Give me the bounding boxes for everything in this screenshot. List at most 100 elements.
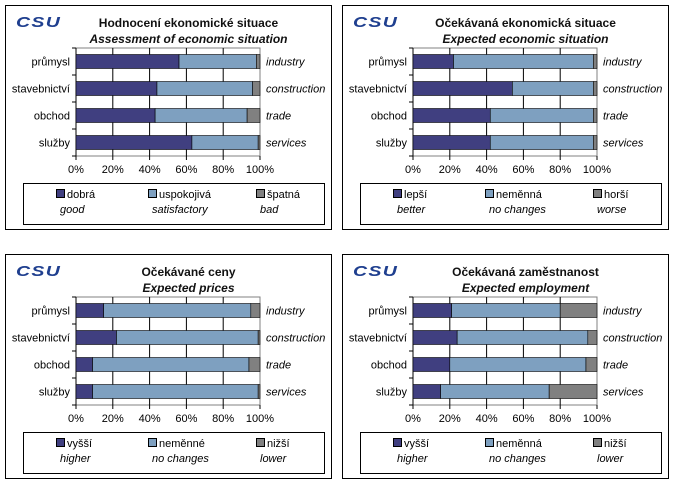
legend-swatch [56, 189, 65, 198]
bar-good [75, 135, 193, 150]
category-label-en: trade [266, 111, 291, 123]
bar-better [412, 108, 491, 123]
x-tick-label: 100% [583, 413, 611, 425]
legend-swatch [593, 438, 602, 447]
bar-better [412, 135, 491, 150]
category-label: obchod [34, 360, 70, 372]
legend-label: neměnné [159, 438, 205, 450]
x-tick-label: 100% [246, 413, 274, 425]
chart-title: Očekávaná ekonomická situace [435, 16, 616, 30]
legend-swatch [148, 189, 157, 198]
legend-item: vyšší higher [393, 438, 493, 465]
x-tick-label: 20% [439, 164, 461, 176]
plot: 0% 20% 40% 60% 80% 100% průmysl industry stavebn… [349, 47, 662, 176]
bar-worse [593, 81, 598, 96]
bar-higher [412, 303, 452, 318]
bar-higher [75, 303, 104, 318]
bar-lower [257, 330, 261, 345]
x-tick-label: 40% [139, 413, 161, 425]
legend-label-en: bad [260, 204, 279, 216]
legend-label: horší [604, 189, 629, 201]
category-label-en: construction [266, 333, 325, 345]
chart-panel: CSU Očekávaná zaměstnanost Expected empl… [342, 254, 669, 479]
category-label-en: trade [603, 360, 628, 372]
category-label: průmysl [368, 57, 407, 69]
legend-swatch [256, 438, 265, 447]
legend-label: nižší [267, 438, 290, 450]
legend-label-en: lower [260, 453, 287, 465]
x-tick-label: 20% [102, 413, 124, 425]
legend-label-en: no changes [489, 453, 546, 465]
bar-good [75, 81, 158, 96]
x-tick-label: 60% [512, 164, 534, 176]
x-tick-label: 20% [102, 164, 124, 176]
legend-swatch [148, 438, 157, 447]
legend-label: nižší [604, 438, 627, 450]
bar-no-changes [489, 135, 594, 150]
chart-title: Očekávané ceny [141, 265, 236, 279]
category-label: stavebnictví [349, 333, 407, 345]
bar-lower [250, 303, 261, 318]
bar-no-changes [92, 384, 259, 399]
x-tick-label: 80% [212, 413, 234, 425]
category-label-en: services [266, 138, 307, 150]
legend-swatch [56, 438, 65, 447]
legend-item: dobrá good [56, 189, 156, 216]
legend-item: neměnné no changes [148, 438, 248, 465]
category-label-en: industry [603, 57, 643, 69]
legend-label: dobrá [67, 189, 96, 201]
legend-label: uspokojivá [159, 189, 211, 201]
category-label: obchod [371, 111, 407, 123]
legend-swatch [485, 189, 494, 198]
x-tick-label: 40% [476, 164, 498, 176]
bar-good [75, 54, 180, 69]
legend-swatch [485, 438, 494, 447]
bar-bad [256, 54, 261, 69]
chart-panel: CSU Hodnocení ekonomické situace Assessm… [5, 5, 332, 230]
legend-item: nižší lower [593, 438, 674, 465]
bar-lower [257, 384, 261, 399]
bar-bad [246, 108, 261, 123]
bar-no-changes [116, 330, 259, 345]
legend-item: vyšší higher [56, 438, 156, 465]
x-tick-label: 20% [439, 413, 461, 425]
x-tick-label: 60% [175, 164, 197, 176]
category-label-en: industry [266, 306, 306, 318]
legend-label-en: no changes [152, 453, 209, 465]
category-label-en: construction [603, 84, 662, 96]
chart-subtitle: Expected employment [461, 281, 590, 295]
legend-item: horší worse [593, 189, 674, 216]
legend: vyšší higher neměnná no changes nižší lower [360, 432, 662, 474]
legend-label: neměnná [496, 189, 542, 201]
x-tick-label: 80% [212, 164, 234, 176]
x-tick-label: 0% [68, 164, 84, 176]
x-tick-label: 40% [139, 164, 161, 176]
bar-lower [585, 357, 598, 372]
legend-label-en: worse [597, 204, 627, 216]
category-label-en: services [266, 387, 307, 399]
category-label: služby [39, 387, 71, 399]
legend-label: vyšší [67, 438, 93, 450]
x-tick-label: 80% [549, 413, 571, 425]
category-label: obchod [34, 111, 70, 123]
legend-label: vyšší [404, 438, 430, 450]
legend-label-en: higher [397, 453, 428, 465]
bar-higher [412, 357, 451, 372]
legend-swatch [593, 189, 602, 198]
bar-worse [593, 108, 598, 123]
category-label-en: construction [603, 333, 662, 345]
bar-no-changes [453, 54, 594, 69]
x-tick-label: 0% [68, 413, 84, 425]
bar-better [412, 81, 513, 96]
legend-item: neměnná no changes [485, 438, 585, 465]
legend-label-en: lower [597, 453, 624, 465]
csu-logo: CSU [353, 263, 399, 280]
legend-label: špatná [267, 189, 301, 201]
x-tick-label: 0% [405, 164, 421, 176]
bar-bad [252, 81, 261, 96]
legend-label-en: no changes [489, 204, 546, 216]
category-label-en: industry [603, 306, 643, 318]
legend-item: uspokojivá satisfactory [148, 189, 248, 216]
legend-label-en: higher [60, 453, 91, 465]
bar-no-changes [440, 384, 550, 399]
